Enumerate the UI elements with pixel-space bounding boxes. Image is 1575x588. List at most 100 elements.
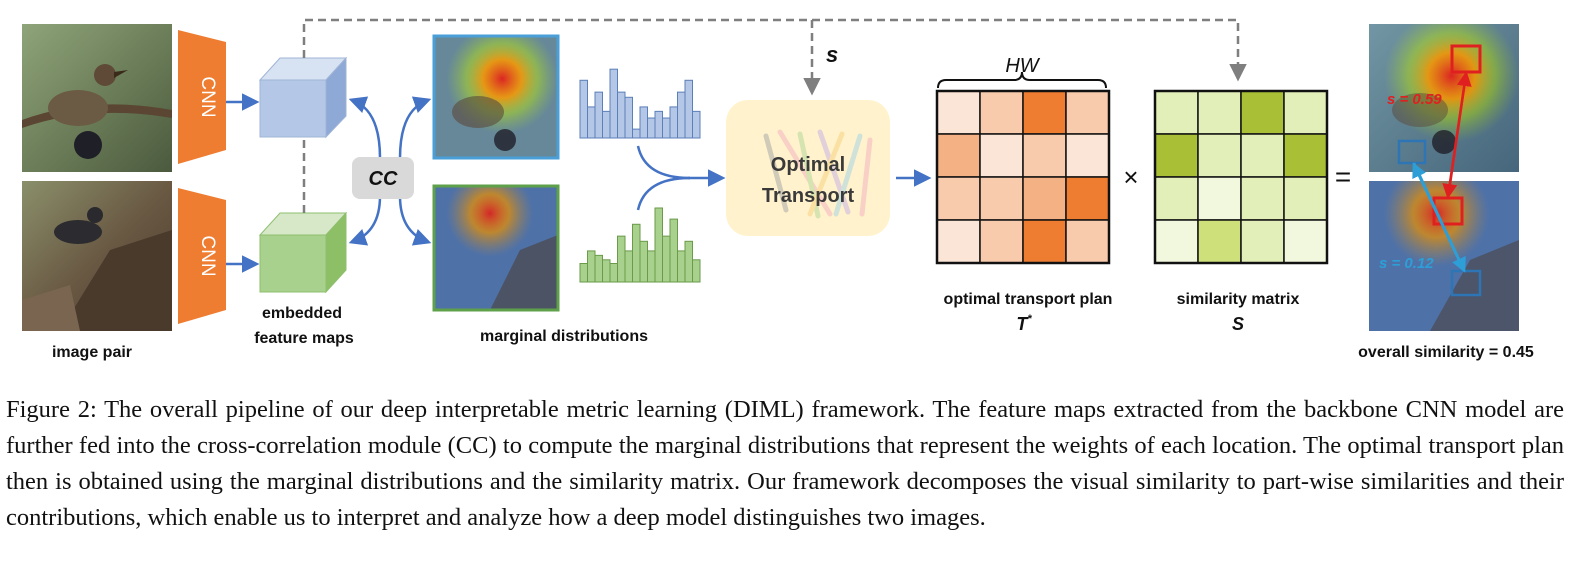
ot-plan-cell-3-1 <box>979 219 1024 264</box>
ot-plan-cell-2-2 <box>1022 176 1067 221</box>
ot-label-line2: Transport <box>762 185 855 207</box>
dashed-connector <box>302 18 1247 213</box>
feature-cube-top <box>258 56 348 139</box>
marginal-top-bar-8 <box>639 106 648 139</box>
similarity-cell-1-1 <box>1197 133 1242 178</box>
correspondence-low: s = 0.12 <box>1379 139 1482 297</box>
hw-brace: HW <box>937 55 1107 89</box>
ot-plan-cell-0-2 <box>1022 90 1067 135</box>
marginal-bottom-bar-6 <box>624 250 633 283</box>
marginal-bottom-bar-3 <box>602 259 611 283</box>
similarity-cell-2-0 <box>1154 176 1199 221</box>
marginal-bottom-bar-15 <box>692 259 701 283</box>
ot-plan-cell-1-0 <box>936 133 981 178</box>
times-symbol: × <box>1123 162 1138 192</box>
marginal-top-bar-0 <box>579 79 588 139</box>
equals-symbol: = <box>1335 161 1351 192</box>
marginal-bottom-bar-9 <box>647 250 656 283</box>
image-pair: image pair <box>22 24 172 361</box>
cc-label: CC <box>369 168 398 190</box>
marginal-bottom-bar-13 <box>677 250 686 283</box>
result-image-top <box>1369 24 1519 172</box>
result-image-bottom <box>1369 181 1519 331</box>
bird-photo-bottom <box>22 181 172 331</box>
marginal-label: marginal distributions <box>480 328 648 345</box>
caption-line-2: the backbone CNN model are further fed i… <box>6 396 1564 459</box>
marginal-top-bar-7 <box>632 128 641 139</box>
bird-photo-top <box>22 24 172 172</box>
caption-line-1: Figure 2: The overall pipeline of our de… <box>6 396 1259 423</box>
ot-plan-cell-0-3 <box>1065 90 1110 135</box>
marginal-bottom-bar-2 <box>594 254 603 283</box>
ot-plan-label: optimal transport plan <box>944 291 1113 308</box>
pipeline-diagram: image pair CNN CNN embedded feature maps… <box>22 18 1534 361</box>
cnn-block-top: CNN <box>178 30 226 164</box>
cnn-label-top: CNN <box>197 76 218 117</box>
overall-similarity-label: overall similarity = 0.45 <box>1358 344 1534 361</box>
cnn-label-bottom: CNN <box>197 235 218 276</box>
similarity-cell-1-2 <box>1240 133 1285 178</box>
similarity-cell-3-1 <box>1197 219 1242 264</box>
marginal-top-bar-12 <box>669 106 678 139</box>
caption-line-5: enable us to interpret and analyze how a… <box>213 504 986 531</box>
similarity-cell-0-3 <box>1283 90 1328 135</box>
ot-plan-cell-3-3 <box>1065 219 1110 264</box>
ot-plan-matrix <box>935 89 1111 265</box>
similarity-cell-1-0 <box>1154 133 1199 178</box>
cnn-block-bottom: CNN <box>178 188 226 324</box>
marginal-top-bar-1 <box>587 106 596 139</box>
similarity-cell-0-2 <box>1240 90 1285 135</box>
similarity-cell-0-0 <box>1154 90 1199 135</box>
ot-plan-cell-0-1 <box>979 90 1024 135</box>
optimal-transport-module: Optimal Transport <box>726 100 890 236</box>
ot-plan-cell-2-3 <box>1065 176 1110 221</box>
match-box-bottom-blue <box>1450 269 1482 297</box>
marginal-bottom-bar-14 <box>684 240 693 283</box>
marginal-bottom-bar-0 <box>579 263 588 283</box>
ot-plan-cell-1-2 <box>1022 133 1067 178</box>
marginal-bottom-bar-4 <box>609 263 618 283</box>
hw-label: HW <box>1005 55 1040 77</box>
marginal-histogram-top <box>579 68 701 139</box>
ot-plan-border <box>935 89 1111 265</box>
ot-plan-cell-0-0 <box>936 90 981 135</box>
similarity-cell-1-3 <box>1283 133 1328 178</box>
marginal-top-bar-2 <box>594 91 603 139</box>
similarity-cell-3-2 <box>1240 219 1285 264</box>
cc-module: CC <box>348 96 432 246</box>
ot-plan-cell-3-2 <box>1022 219 1067 264</box>
marginal-top-bar-11 <box>662 117 671 139</box>
marginal-bottom-bar-1 <box>587 250 596 283</box>
marginal-histogram-bottom <box>579 207 701 283</box>
ot-plan-cell-1-1 <box>979 133 1024 178</box>
marginal-top-bar-6 <box>624 96 633 139</box>
embedded-label-line1: embedded <box>262 305 342 322</box>
feature-cube-bottom <box>258 211 348 294</box>
similarity-matrix-symbol: S <box>1232 314 1244 334</box>
similarity-cell-2-2 <box>1240 176 1285 221</box>
similarity-cell-3-0 <box>1154 219 1199 264</box>
marginal-bottom-bar-7 <box>632 223 641 283</box>
attention-map-bottom <box>432 184 560 312</box>
figure-caption: Figure 2: The overall pipeline of our de… <box>6 392 1564 536</box>
image-pair-label: image pair <box>52 344 132 361</box>
similarity-cell-0-1 <box>1197 90 1242 135</box>
ot-plan-cell-2-1 <box>979 176 1024 221</box>
s-high-annotation: s = 0.59 <box>1387 91 1442 108</box>
marginal-bottom-bar-8 <box>639 240 648 283</box>
caption-line-3: represent the weights of each location. … <box>6 432 1564 495</box>
s-label: s <box>826 42 838 67</box>
marginal-bottom-bar-11 <box>662 235 671 283</box>
ot-label-line1: Optimal <box>771 154 845 176</box>
marginal-top-bar-13 <box>677 91 686 139</box>
merge-arrow <box>636 145 726 211</box>
similarity-cell-2-3 <box>1283 176 1328 221</box>
attention-map-top <box>432 34 560 160</box>
embedded-label-line2: feature maps <box>254 330 354 347</box>
similarity-cell-2-1 <box>1197 176 1242 221</box>
ot-plan-symbol: T* <box>1016 313 1032 334</box>
similarity-matrix <box>1153 89 1329 265</box>
caption-line-4: similarity matrix. Our framework decompo… <box>6 468 1564 531</box>
ot-plan-cell-2-0 <box>936 176 981 221</box>
marginal-bottom-bar-12 <box>669 218 678 283</box>
